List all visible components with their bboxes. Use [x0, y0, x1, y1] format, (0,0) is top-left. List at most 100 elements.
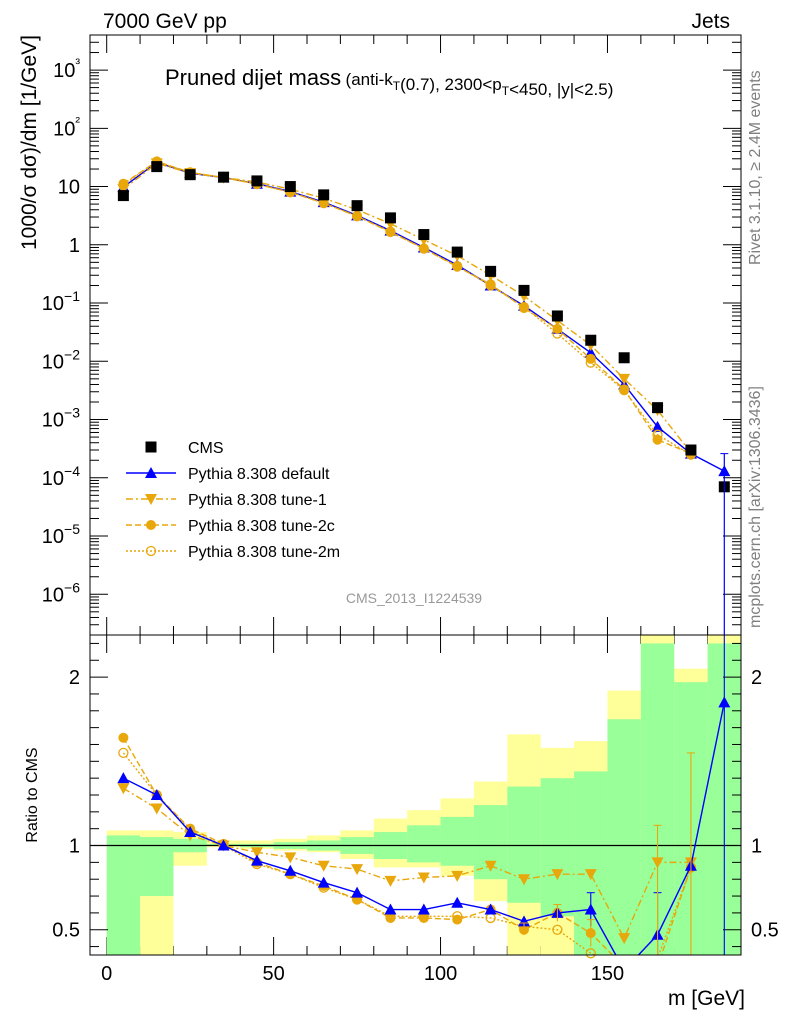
main-ylabel: 1000/σ dσ)/dm [1/GeV] — [18, 35, 41, 250]
ratio-data-point — [117, 783, 130, 795]
main-ytick-label: 10−2 — [42, 346, 80, 373]
analysis-id: CMS_2013_I1224539 — [346, 590, 482, 606]
main-series-line — [122, 161, 692, 456]
legend-label: Pythia 8.308 default — [188, 466, 330, 483]
main-data-point — [551, 310, 563, 322]
ratio-data-point — [150, 803, 163, 815]
ratio-ylabel: Ratio to CMS — [24, 747, 41, 842]
main-data-point — [652, 402, 664, 414]
main-data-point — [619, 384, 630, 396]
legend-marker — [145, 494, 157, 505]
main-data-point — [118, 179, 129, 190]
ratio-band-green — [507, 786, 541, 903]
legend-label: Pythia 8.308 tune-2m — [188, 544, 340, 561]
main-data-point — [318, 189, 330, 201]
main-data-point — [151, 161, 163, 173]
ratio-data-point — [584, 869, 597, 881]
title-main: Pruned dijet mass — [165, 65, 341, 90]
main-data-point — [251, 175, 263, 187]
ratio-data-point — [184, 826, 197, 838]
main-series-line — [122, 160, 692, 455]
ratio-data-point — [118, 747, 129, 759]
ratio-data-point — [451, 896, 464, 908]
ratio-frame — [89, 634, 742, 956]
main-data-point — [351, 200, 363, 212]
ratio-xtick-label: 150 — [591, 963, 624, 985]
mcplots-label: mcplots.cern.ch [arXiv:1306.3436] — [747, 386, 764, 628]
ratio-data-point — [452, 911, 463, 922]
ratio-band-green — [440, 816, 474, 866]
legend: CMS Pythia 8.308 default Pythia 8.308 tune… — [126, 440, 340, 561]
ratio-xtick-label: 0 — [101, 963, 112, 985]
main-data-point — [585, 357, 596, 368]
main-data-point — [518, 284, 530, 296]
main-data-point — [351, 211, 363, 222]
main-series-line — [122, 162, 692, 454]
main-data-point — [552, 328, 563, 339]
ratio-data-point — [150, 789, 163, 800]
main-data-point — [485, 280, 496, 291]
legend-label: Pythia 8.308 tune-2c — [188, 518, 335, 535]
legend-marker — [145, 545, 157, 557]
main-data-point — [485, 265, 497, 277]
ratio-data-point — [384, 875, 397, 887]
main-data-point — [618, 352, 630, 364]
main-data-point — [685, 444, 697, 456]
main-series-line — [122, 161, 725, 472]
main-data-point — [384, 212, 396, 224]
main-ytick-label: 10² — [53, 113, 80, 140]
main-data-point — [385, 226, 396, 237]
main-ytick-label: 10³ — [53, 55, 80, 82]
ratio-data-point — [518, 874, 530, 886]
plot-title: Pruned dijet mass (anti-kT(0.7), 2300<pT… — [165, 65, 613, 99]
main-data-point — [451, 246, 463, 258]
rivet-label: Rivet 3.1.10, ≥ 2.4M events — [747, 70, 764, 265]
main-data-point — [651, 420, 664, 432]
ratio-xtick-label: 50 — [262, 963, 284, 985]
main-data-point — [418, 243, 429, 254]
main-data-point — [585, 334, 597, 346]
ratio-ytick-label: 2 — [69, 667, 80, 689]
legend-marker — [145, 467, 157, 478]
ratio-data-point — [250, 847, 263, 859]
ratio-ytick-label: 1 — [69, 836, 80, 858]
ratio-panel: 0 50 100 150 0.5 0.5 1 1 2 2 — [52, 634, 779, 985]
ratio-band-green — [140, 837, 174, 897]
main-ytick-label: 10−5 — [42, 521, 80, 548]
title-sub: (anti-kT(0.7), 2300<pT<450, |y|<2.5) — [346, 70, 614, 99]
ratio-xtick-label: 100 — [424, 963, 457, 985]
ratio-data-point — [351, 886, 364, 898]
ratio-data-point — [484, 860, 497, 872]
process-label: Jets — [691, 10, 730, 33]
ratio-data-point — [217, 839, 230, 851]
ratio-data-point — [317, 876, 330, 888]
main-data-point — [218, 171, 230, 183]
legend-label: CMS — [188, 440, 224, 457]
main-data-point — [652, 429, 663, 440]
ratio-data-point — [284, 864, 297, 876]
ratio-data-point — [452, 914, 463, 925]
ratio-data-point — [618, 933, 631, 945]
main-data-point — [284, 181, 296, 193]
main-data-point — [117, 190, 129, 202]
ratio-data-point — [118, 732, 129, 743]
ratio-data-point — [117, 772, 130, 784]
ratio-xlabel: m [GeV] — [668, 987, 745, 1010]
ratio-ytick-label-right: 2 — [751, 667, 762, 689]
main-panel: 10−6 10−5 10−4 10−3 10−2 10−1 1 10 10² 10³ — [42, 34, 742, 636]
main-data-point — [585, 353, 596, 364]
main-ytick-label: 1 — [69, 235, 80, 257]
ratio-data-point — [552, 924, 563, 935]
legend-label: Pythia 8.308 tune-1 — [188, 492, 327, 509]
ratio-data-point — [351, 864, 364, 876]
legend-marker — [145, 441, 157, 453]
main-data-point — [618, 373, 631, 385]
ratio-ytick-label-right: 0.5 — [751, 920, 779, 942]
ratio-data-point — [451, 870, 464, 882]
ratio-band-green — [407, 825, 441, 863]
main-ytick-label: 10−4 — [42, 463, 80, 490]
main-data-point — [418, 243, 429, 254]
main-ytick-label: 10−3 — [42, 405, 80, 432]
main-ytick-label: 10−6 — [42, 579, 80, 606]
ratio-data-point — [585, 948, 596, 959]
